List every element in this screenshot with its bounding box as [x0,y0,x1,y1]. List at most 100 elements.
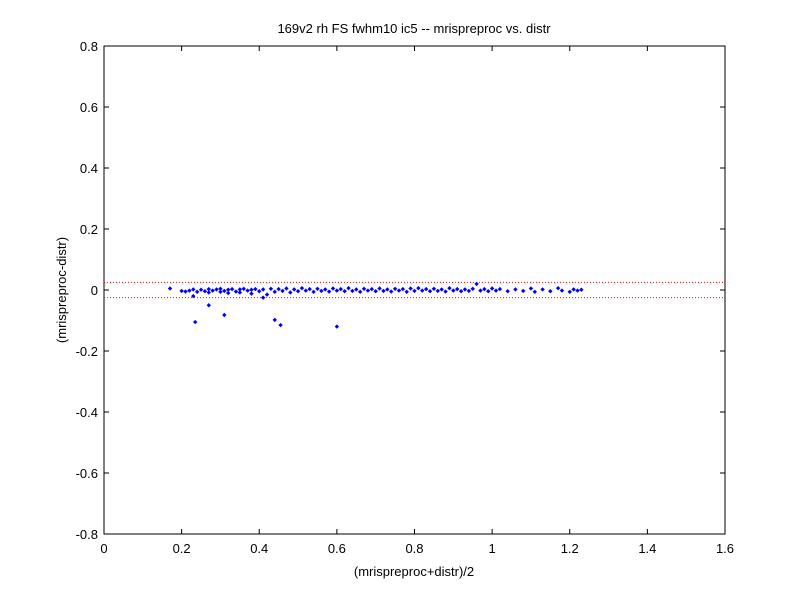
data-point [257,289,262,294]
data-point [357,289,363,295]
data-point [365,288,371,293]
data-point [179,288,184,294]
data-point [245,288,250,293]
data-point [412,288,417,294]
data-point [210,288,215,293]
data-point [323,287,328,292]
data-point [427,289,433,294]
data-point [423,286,429,292]
data-point [489,286,495,291]
data-point [229,286,235,292]
data-point [528,286,534,291]
data-point [202,289,208,294]
data-point [520,288,526,294]
data-point [354,287,359,292]
data-point [486,289,491,294]
data-point [284,286,289,291]
y-tick-label: -0.2 [76,344,98,359]
data-point [187,288,192,293]
data-point [288,290,293,295]
data-point [198,287,204,292]
data-point [206,303,211,308]
data-point [571,287,576,292]
data-point [326,289,332,294]
chart-title: 169v2 rh FS fwhm10 ic5 -- mrispreproc vs… [277,21,551,36]
data-point [260,295,266,300]
x-tick-label: 0.8 [405,541,423,556]
data-point [447,285,452,291]
data-point [439,287,444,292]
data-point [373,289,378,294]
data-point [206,286,211,292]
x-tick-label: 1.2 [561,541,579,556]
y-tick-label: -0.4 [76,405,98,420]
data-point [291,287,297,292]
y-tick-label: 0.4 [80,161,98,176]
x-tick-label: 0.6 [328,541,346,556]
data-point [303,288,309,293]
data-point [369,286,375,292]
data-point [280,288,285,294]
data-point [342,289,347,294]
data-point [540,287,545,292]
data-point [268,286,274,291]
data-point [377,286,382,291]
y-axis-label: (mrispreproc-distr) [54,237,69,343]
data-point [462,287,468,292]
data-point [249,291,254,296]
data-point [295,289,301,294]
data-point [443,289,448,294]
data-point [334,288,340,293]
data-point [222,288,227,294]
data-point [183,289,188,294]
x-tick-label: 1.4 [638,541,656,556]
data-point [389,289,394,294]
data-point [396,288,402,293]
data-point [385,287,390,292]
y-tick-label: 0.8 [80,39,98,54]
y-tick-label: 0 [91,283,98,298]
data-point [346,285,351,291]
data-point [226,290,231,296]
data-point [334,324,340,329]
data-point [278,322,283,328]
data-point [237,290,243,295]
data-point [400,286,406,292]
data-point [264,292,270,297]
data-point [350,288,355,294]
x-tick-label: 1.6 [716,541,734,556]
x-tick-label: 0.2 [173,541,191,556]
data-point [218,286,223,291]
data-point [497,286,503,292]
data-point [260,287,266,292]
data-point [233,289,239,294]
data-point [222,312,227,318]
data-point [416,285,421,291]
data-point [575,288,580,293]
data-point [307,286,312,292]
data-point [249,287,254,292]
data-point [559,288,565,293]
y-tick-label: -0.6 [76,466,98,481]
data-point [451,288,456,293]
data-point [237,287,243,292]
data-point [555,285,561,291]
data-point [272,289,277,295]
y-tick-label: 0.2 [80,222,98,237]
data-point [474,281,479,287]
data-point [420,288,425,293]
data-point [435,288,440,294]
data-point [548,289,553,294]
data-point [532,289,538,295]
data-point [299,285,305,291]
data-point [404,289,409,295]
y-tick-label: -0.8 [76,527,98,542]
data-point [214,287,219,292]
data-point [466,288,472,294]
data-point [579,287,584,292]
data-point [191,293,196,299]
data-point [513,287,518,292]
data-points [167,281,584,329]
data-point [218,289,223,295]
data-point [482,286,487,292]
